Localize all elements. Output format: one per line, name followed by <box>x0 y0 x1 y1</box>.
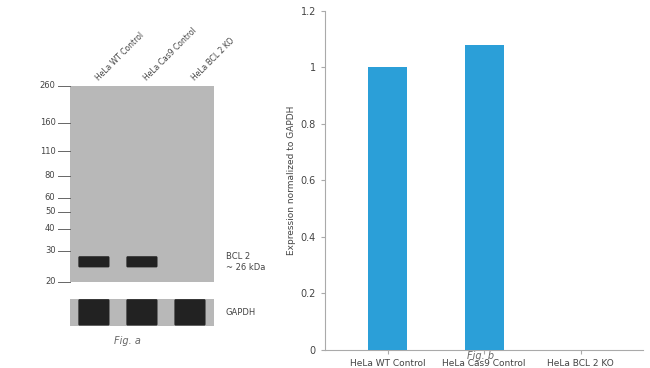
FancyBboxPatch shape <box>126 299 157 326</box>
Text: 20: 20 <box>45 277 55 286</box>
Bar <box>369 67 407 350</box>
Text: GAPDH: GAPDH <box>226 308 255 317</box>
Text: 110: 110 <box>40 147 55 156</box>
Text: HeLa Cas9 Control: HeLa Cas9 Control <box>142 26 198 82</box>
Text: HeLa WT Control: HeLa WT Control <box>94 31 146 82</box>
Text: 30: 30 <box>45 246 55 255</box>
Text: Fig. b: Fig. b <box>467 351 495 361</box>
Text: 80: 80 <box>45 171 55 180</box>
Text: BCL 2
~ 26 kDa: BCL 2 ~ 26 kDa <box>226 252 265 272</box>
Text: 260: 260 <box>40 81 55 90</box>
FancyBboxPatch shape <box>79 299 109 326</box>
Text: Fig. a: Fig. a <box>114 336 141 346</box>
Text: HeLa BCL 2 KO: HeLa BCL 2 KO <box>190 36 236 82</box>
Y-axis label: Expression normalized to GAPDH: Expression normalized to GAPDH <box>287 106 296 255</box>
FancyBboxPatch shape <box>174 299 205 326</box>
Bar <box>70 299 214 326</box>
Bar <box>465 45 504 350</box>
Text: 160: 160 <box>40 118 55 127</box>
Text: 50: 50 <box>45 207 55 216</box>
Text: 60: 60 <box>45 193 55 202</box>
Text: 40: 40 <box>45 224 55 233</box>
FancyBboxPatch shape <box>79 256 109 268</box>
FancyBboxPatch shape <box>126 256 157 268</box>
Bar <box>70 85 214 282</box>
